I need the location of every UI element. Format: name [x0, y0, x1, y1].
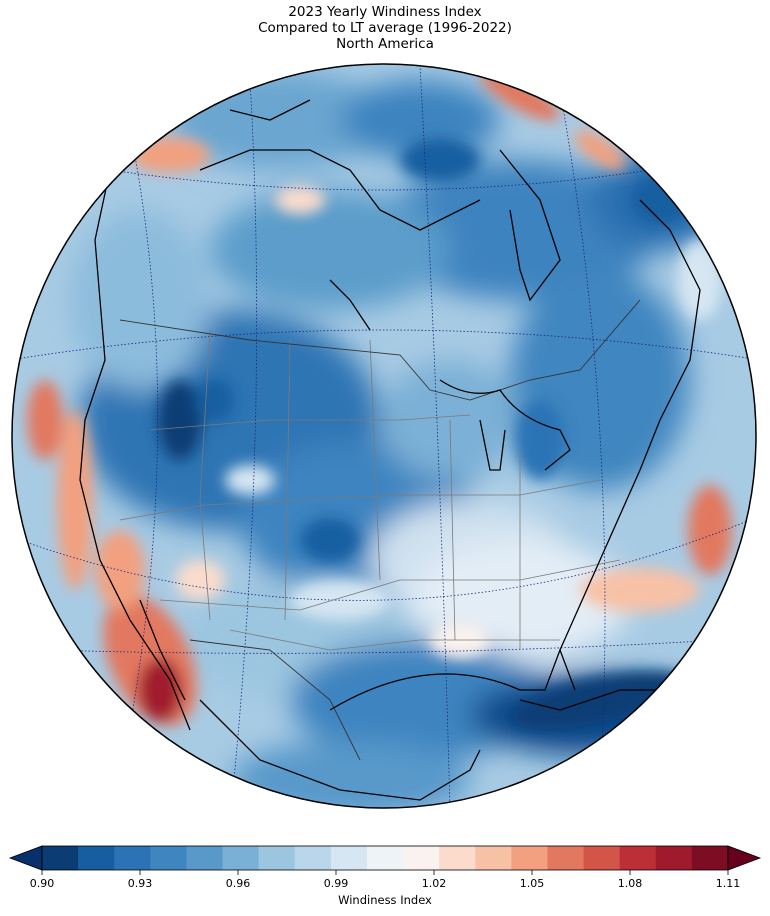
- colorbar-segment: [511, 846, 549, 870]
- colorbar-segment: [619, 846, 657, 870]
- colorbar-tick-label: 1.05: [519, 877, 545, 890]
- country-borders: [119, 299, 641, 761]
- colorbar-segment: [222, 846, 260, 870]
- colorbar-segment: [114, 846, 151, 870]
- colorbar-segment: [294, 846, 332, 870]
- colorbar-segment: [258, 846, 296, 870]
- colorbar-tick-label: 0.90: [29, 877, 55, 890]
- colorbar-tick-label: 1.02: [421, 877, 447, 890]
- colorbar: [8, 845, 762, 875]
- colorbar-segment: [366, 846, 404, 870]
- colorbar-label: Windiness Index: [338, 893, 432, 907]
- colorbar-segment: [475, 846, 512, 870]
- title-line-1: 2023 Yearly Windiness Index: [288, 4, 482, 20]
- globe-outline: [11, 63, 757, 809]
- colorbar-tick-label: 1.08: [617, 877, 643, 890]
- colorbar-segment: [655, 846, 693, 870]
- colorbar-segment: [330, 846, 368, 870]
- map-title: 2023 Yearly Windiness Index Compared to …: [0, 4, 770, 52]
- colorbar-segment: [403, 846, 440, 870]
- wind-index-field: [12, 64, 756, 808]
- coastlines: [79, 64, 701, 801]
- state-borders: [119, 329, 621, 651]
- colorbar-extend-high-icon: [727, 845, 762, 871]
- colorbar-frame: [41, 845, 729, 871]
- colorbar-segments: [42, 846, 729, 870]
- title-line-3: North America: [336, 36, 434, 52]
- colorbar-ticks: [41, 870, 729, 875]
- title-line-2: Compared to LT average (1996-2022): [258, 20, 512, 36]
- colorbar-segment: [691, 846, 729, 870]
- colorbar-segment: [547, 846, 585, 870]
- colorbar-tick-label: 0.93: [127, 877, 153, 890]
- colorbar-tick-label: 0.96: [225, 877, 251, 890]
- colorbar-segment: [583, 846, 621, 870]
- graticule: [12, 64, 756, 808]
- globe-map: [11, 63, 757, 809]
- colorbar-segment: [439, 846, 476, 870]
- colorbar-segment: [78, 846, 115, 870]
- colorbar-tick-label: 1.11: [715, 877, 741, 890]
- colorbar-segment: [186, 846, 224, 870]
- colorbar-segment: [150, 846, 188, 870]
- colorbar-segment: [42, 846, 79, 870]
- colorbar-extend-low-icon: [8, 845, 43, 871]
- colorbar-tick-label: 0.99: [323, 877, 349, 890]
